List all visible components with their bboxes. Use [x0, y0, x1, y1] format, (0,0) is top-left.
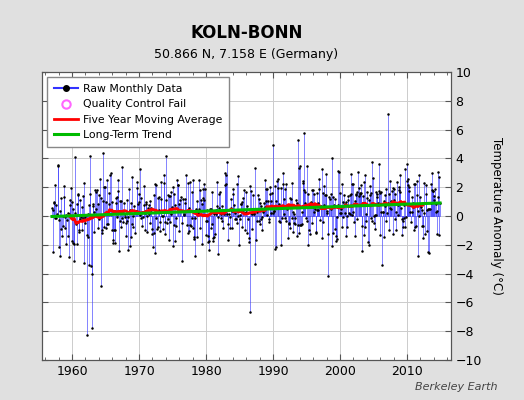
Legend: Raw Monthly Data, Quality Control Fail, Five Year Moving Average, Long-Term Tren: Raw Monthly Data, Quality Control Fail, …	[47, 78, 229, 147]
Text: Berkeley Earth: Berkeley Earth	[416, 382, 498, 392]
Text: KOLN-BONN: KOLN-BONN	[190, 24, 302, 42]
Text: 50.866 N, 7.158 E (Germany): 50.866 N, 7.158 E (Germany)	[154, 48, 339, 61]
Y-axis label: Temperature Anomaly (°C): Temperature Anomaly (°C)	[490, 137, 503, 295]
